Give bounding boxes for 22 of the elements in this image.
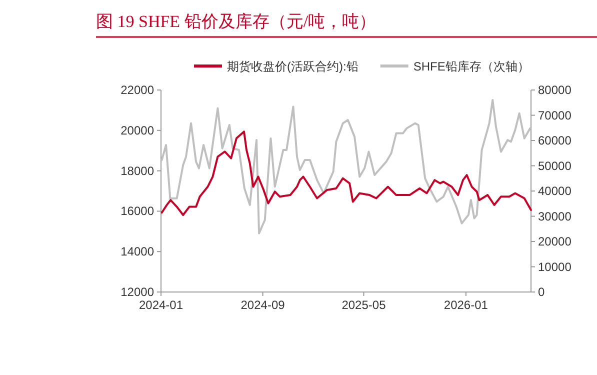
legend-label: SHFE铅库存（次轴） bbox=[413, 60, 530, 74]
y2-tick-label: 80000 bbox=[538, 83, 572, 97]
x-tick-label: 2026-01 bbox=[444, 298, 488, 312]
chart-title: 图 19 SHFE 铅价及库存（元/吨，吨） bbox=[96, 12, 376, 31]
y-tick-label: 16000 bbox=[120, 204, 154, 218]
y-tick-label: 22000 bbox=[120, 83, 154, 97]
y2-tick-label: 40000 bbox=[538, 184, 572, 198]
x-tick-label: 2024-09 bbox=[240, 298, 286, 312]
x-tick-label: 2025-05 bbox=[342, 298, 386, 312]
y-tick-label: 12000 bbox=[120, 285, 154, 299]
y2-tick-label: 60000 bbox=[538, 134, 572, 148]
y2-tick-label: 0 bbox=[538, 285, 545, 299]
y2-tick-label: 50000 bbox=[538, 158, 572, 173]
y2-tick-label: 20000 bbox=[538, 234, 572, 248]
y-tick-label: 18000 bbox=[120, 164, 154, 178]
y2-tick-label: 70000 bbox=[538, 108, 572, 122]
y2-tick-label: 30000 bbox=[538, 209, 572, 224]
y-tick-label: 20000 bbox=[120, 123, 154, 138]
y-tick-label: 14000 bbox=[120, 244, 154, 259]
x-tick-label: 2024-01 bbox=[138, 298, 184, 312]
legend-label: 期货收盘价(活跃合约):铅 bbox=[227, 60, 358, 74]
y2-tick-label: 10000 bbox=[538, 260, 572, 274]
